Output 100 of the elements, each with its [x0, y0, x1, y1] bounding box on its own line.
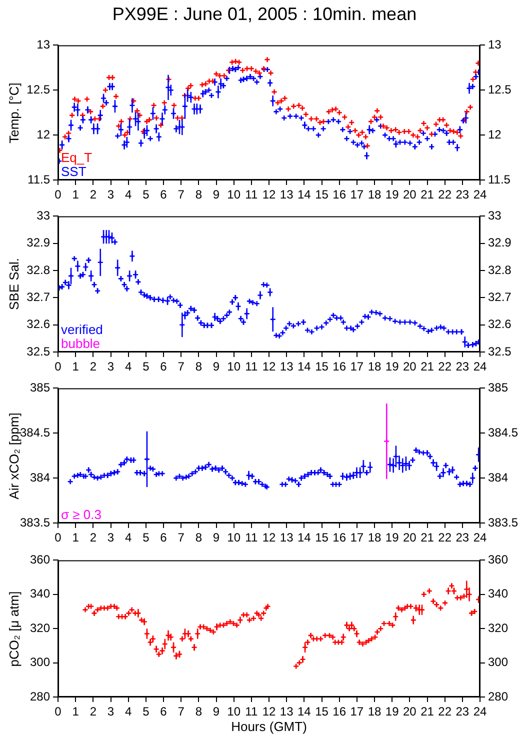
x-tick-label: 19 [385, 188, 400, 202]
x-tick-label: 23 [456, 360, 470, 374]
x-tick-label: 17 [350, 188, 364, 202]
x-tick-label: 8 [195, 188, 202, 202]
x-tick-label: 0 [54, 530, 62, 545]
x-tick-label: 4 [124, 530, 132, 545]
y-tick-label: 32.7 [26, 290, 50, 304]
x-tick-label: 5 [142, 360, 150, 374]
x-tick-label: 17 [350, 704, 364, 719]
x-tick-label: 16 [332, 188, 346, 202]
x-tick-label: 19 [385, 704, 400, 719]
x-tick-label: 20 [402, 704, 417, 719]
y-axis-title: SBE Sal. [6, 258, 22, 310]
x-tick-label: 23 [456, 704, 470, 719]
y2-tick-label: 385 [488, 380, 508, 395]
x-tick-label: 2 [90, 188, 97, 202]
x-tick-label: 6 [160, 360, 168, 374]
x-tick-label: 18 [368, 704, 382, 719]
x-tick-label: 10 [227, 530, 241, 545]
x-tick-label: 24 [473, 360, 487, 374]
x-tick-label: 24 [473, 530, 487, 545]
y-tick-label: 300 [30, 655, 50, 670]
x-tick-label: 23 [456, 188, 470, 202]
x-tick-label: 22 [438, 704, 452, 719]
y-axis-title: Air xCO₂ [ppm] [6, 412, 22, 499]
x-tick-label: 21 [420, 188, 434, 202]
y-tick-label: 32.5 [26, 344, 50, 358]
y-tick-label: 385 [30, 380, 50, 395]
y2-tick-label: 340 [488, 586, 508, 601]
x-tick-label: 8 [195, 704, 202, 719]
x-tick-label: 12 [262, 530, 276, 545]
x-tick-label: 14 [297, 530, 312, 545]
series-label: Eq_T [61, 150, 92, 165]
x-tick-label: 2 [90, 360, 97, 374]
x-tick-label: 0 [54, 704, 62, 719]
y2-tick-label: 32.7 [488, 290, 512, 304]
x-tick-label: 3 [107, 704, 114, 719]
x-tick-label: 15 [315, 360, 329, 374]
x-tick-label: 7 [178, 704, 185, 719]
x-tick-label: 9 [212, 188, 220, 202]
x-tick-label: 16 [332, 360, 346, 374]
x-tick-label: 15 [315, 530, 329, 545]
x-tick-label: 5 [142, 704, 150, 719]
y-axis-title: pCO₂ [μ atm] [6, 590, 22, 666]
x-tick-label: 15 [315, 704, 329, 719]
x-tick-label: 18 [368, 360, 382, 374]
y-tick-label: 384.5 [20, 425, 50, 440]
x-tick-label: 11 [245, 530, 258, 545]
x-tick-label: 13 [280, 188, 294, 202]
x-tick-label: 16 [332, 704, 346, 719]
x-tick-label: 14 [297, 188, 312, 202]
x-tick-label: 13 [280, 530, 294, 545]
x-tick-label: 15 [315, 188, 329, 202]
x-tick-label: 3 [107, 530, 114, 545]
x-tick-label: 4 [124, 704, 132, 719]
y2-tick-label: 32.6 [488, 317, 512, 332]
x-tick-label: 3 [107, 360, 114, 374]
y-tick-label: 32.9 [26, 236, 50, 250]
y-tick-label: 32.8 [26, 262, 50, 277]
x-tick-label: 20 [402, 360, 417, 374]
x-tick-label: 7 [178, 530, 185, 545]
series-label: SST [61, 164, 86, 179]
x-tick-label: 19 [385, 360, 400, 374]
x-tick-label: 21 [420, 704, 434, 719]
x-tick-label: 6 [160, 188, 168, 202]
x-tick-label: 21 [420, 360, 434, 374]
x-tick-label: 10 [227, 360, 241, 374]
y2-tick-label: 12 [488, 127, 502, 142]
x-tick-label: 13 [280, 704, 294, 719]
x-tick-label: 0 [54, 360, 62, 374]
x-tick-label: 5 [142, 530, 150, 545]
x-tick-label: 5 [142, 188, 150, 202]
x-tick-label: 12 [262, 704, 276, 719]
text: verified [61, 322, 103, 337]
y-tick-label: 340 [30, 586, 50, 601]
x-tick-label: 2 [90, 530, 97, 545]
y-tick-label: 280 [30, 689, 50, 704]
y2-tick-label: 384.5 [488, 425, 518, 440]
x-tick-label: 9 [212, 530, 220, 545]
x-tick-label: 1 [72, 188, 80, 202]
x-tick-label: 24 [473, 188, 487, 202]
x-tick-label: 10 [227, 188, 241, 202]
y2-tick-label: 32.8 [488, 262, 512, 277]
y-tick-label: 360 [30, 552, 50, 567]
x-axis-title: Hours (GMT) [230, 719, 308, 734]
y2-tick-label: 320 [488, 620, 508, 635]
x-tick-label: 7 [178, 188, 185, 202]
y-tick-label: 12 [36, 127, 50, 142]
text: σ ≥ 0.3 [61, 507, 102, 522]
x-tick-label: 8 [195, 360, 202, 374]
legend-label: bubble [61, 336, 100, 351]
x-tick-label: 11 [245, 704, 258, 719]
y2-tick-label: 300 [488, 655, 508, 670]
x-tick-label: 1 [72, 704, 80, 719]
x-tick-label: 22 [438, 188, 452, 202]
x-tick-label: 9 [212, 360, 220, 374]
x-tick-label: 2 [90, 704, 97, 719]
y-tick-label: 11.5 [28, 172, 50, 186]
x-tick-label: 12 [262, 360, 276, 374]
y2-tick-label: 384 [488, 470, 508, 484]
